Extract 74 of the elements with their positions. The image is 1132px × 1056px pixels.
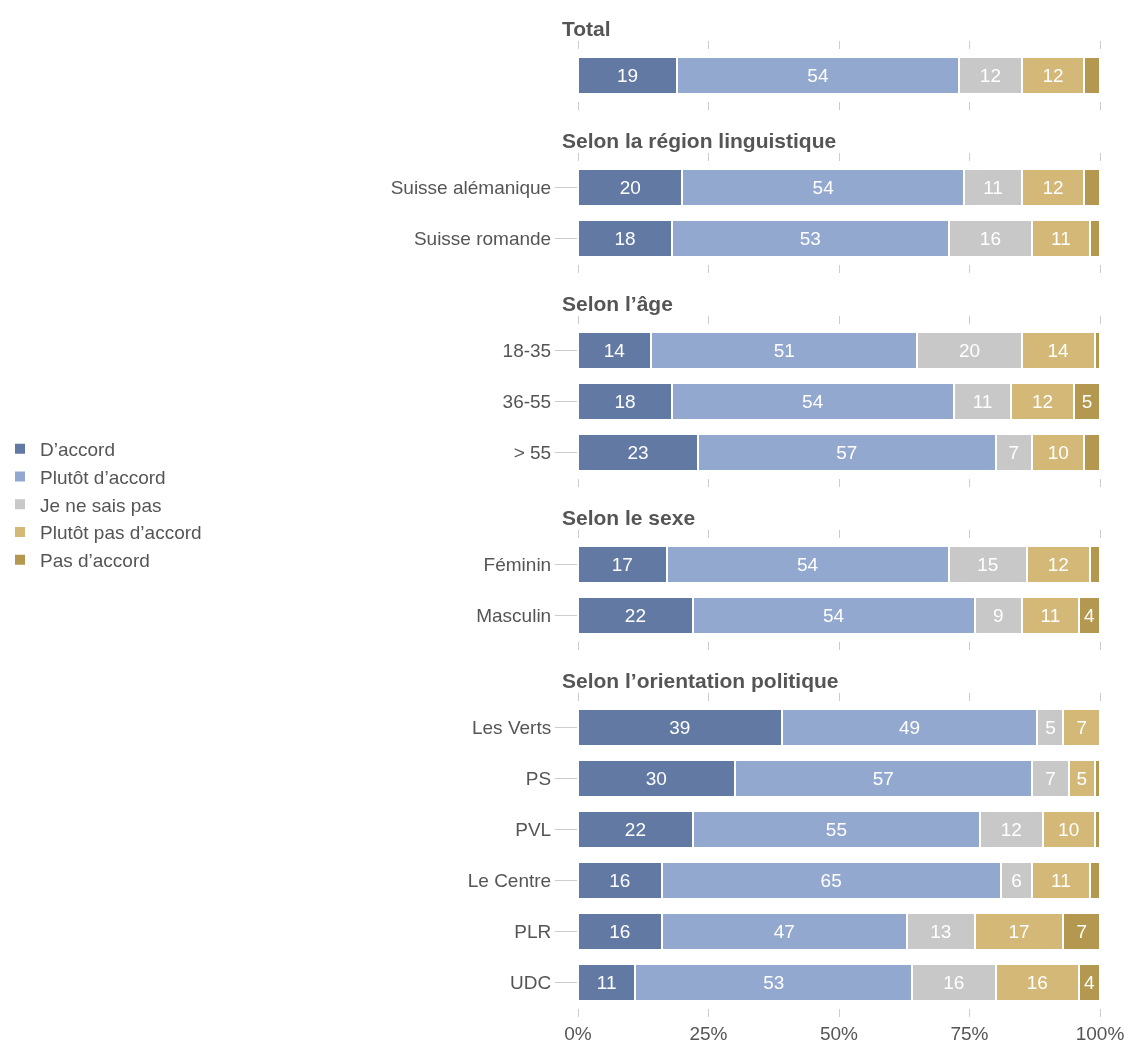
data-label: 16 bbox=[609, 870, 631, 891]
data-label: 30 bbox=[645, 768, 667, 789]
data-label: 54 bbox=[812, 177, 835, 198]
data-label: 51 bbox=[773, 340, 795, 361]
data-label: 17 bbox=[611, 554, 633, 575]
chart-title: Selon la région linguistique bbox=[562, 129, 837, 152]
y-tick-label: PLR bbox=[514, 921, 552, 943]
data-label: 14 bbox=[1047, 340, 1070, 361]
chart-title: Total bbox=[562, 17, 611, 40]
x-tick-label: 100% bbox=[1075, 1022, 1125, 1044]
data-label: 20 bbox=[619, 177, 641, 198]
data-label: 23 bbox=[627, 442, 649, 463]
data-label: 57 bbox=[836, 442, 858, 463]
x-tick-label: 0% bbox=[564, 1022, 592, 1044]
data-label: 22 bbox=[624, 819, 646, 840]
data-label: 54 bbox=[802, 391, 824, 412]
data-label: 10 bbox=[1047, 442, 1069, 463]
data-label: 7 bbox=[1076, 717, 1088, 738]
legend-label: Plutôt pas d’accord bbox=[40, 522, 202, 544]
data-label: 17 bbox=[1008, 921, 1030, 942]
data-label: 49 bbox=[898, 717, 921, 738]
data-label: 18 bbox=[614, 391, 636, 412]
data-label: 12 bbox=[1047, 554, 1069, 575]
y-tick-label: 36-55 bbox=[502, 391, 552, 413]
data-label: 53 bbox=[763, 972, 785, 993]
data-label: 10 bbox=[1058, 819, 1080, 840]
data-label: 12 bbox=[1042, 65, 1064, 86]
data-label: 54 bbox=[823, 605, 845, 626]
data-label: 18 bbox=[614, 228, 636, 249]
chart-title: Selon l’âge bbox=[562, 292, 673, 315]
data-label: 22 bbox=[624, 605, 646, 626]
data-label: 65 bbox=[820, 870, 842, 891]
data-label: 5 bbox=[1081, 391, 1093, 412]
data-label: 16 bbox=[1026, 972, 1048, 993]
data-label: 11 bbox=[596, 972, 617, 993]
y-tick-label: PVL bbox=[515, 819, 552, 841]
data-label: 11 bbox=[1040, 605, 1061, 626]
data-label: 54 bbox=[796, 554, 819, 575]
chart-title: Selon l’orientation politique bbox=[562, 669, 839, 692]
legend-label: Pas d’accord bbox=[40, 550, 150, 572]
data-label: 39 bbox=[669, 717, 691, 738]
data-label: 5 bbox=[1076, 768, 1088, 789]
y-tick-label: 18-35 bbox=[502, 340, 552, 362]
x-tick-label: 50% bbox=[819, 1022, 859, 1044]
data-label: 11 bbox=[1050, 228, 1071, 249]
y-tick-label: PS bbox=[525, 768, 552, 790]
y-tick-label: Suisse romande bbox=[413, 228, 552, 250]
legend-label: D’accord bbox=[40, 439, 115, 461]
data-label: 47 bbox=[773, 921, 795, 942]
y-tick-label: Le Centre bbox=[467, 870, 552, 892]
data-label: 4 bbox=[1084, 972, 1096, 993]
data-label: 53 bbox=[799, 228, 821, 249]
data-label: 14 bbox=[603, 340, 626, 361]
data-label: 54 bbox=[807, 65, 829, 86]
y-tick-label: Masculin bbox=[476, 605, 552, 627]
y-tick-label: > 55 bbox=[513, 442, 552, 464]
data-label: 4 bbox=[1084, 605, 1096, 626]
data-label: 11 bbox=[1050, 870, 1071, 891]
y-tick-label: Les Verts bbox=[471, 717, 552, 739]
data-label: 57 bbox=[872, 768, 894, 789]
chart-title: Selon le sexe bbox=[562, 506, 696, 529]
data-label: 7 bbox=[1076, 921, 1088, 942]
x-tick-label: 25% bbox=[689, 1022, 728, 1044]
legend-label: Plutôt d’accord bbox=[40, 466, 166, 488]
data-label: 12 bbox=[1032, 391, 1054, 412]
data-label: 16 bbox=[609, 921, 631, 942]
data-label: 12 bbox=[1042, 177, 1064, 198]
y-tick-label: Féminin bbox=[483, 554, 552, 576]
data-label: 19 bbox=[617, 65, 639, 86]
x-tick-label: 75% bbox=[950, 1022, 989, 1044]
y-tick-label: Suisse alémanique bbox=[390, 177, 552, 199]
data-label: 55 bbox=[825, 819, 847, 840]
legend-label: Je ne sais pas bbox=[40, 494, 162, 516]
y-tick-label: UDC bbox=[510, 972, 552, 994]
